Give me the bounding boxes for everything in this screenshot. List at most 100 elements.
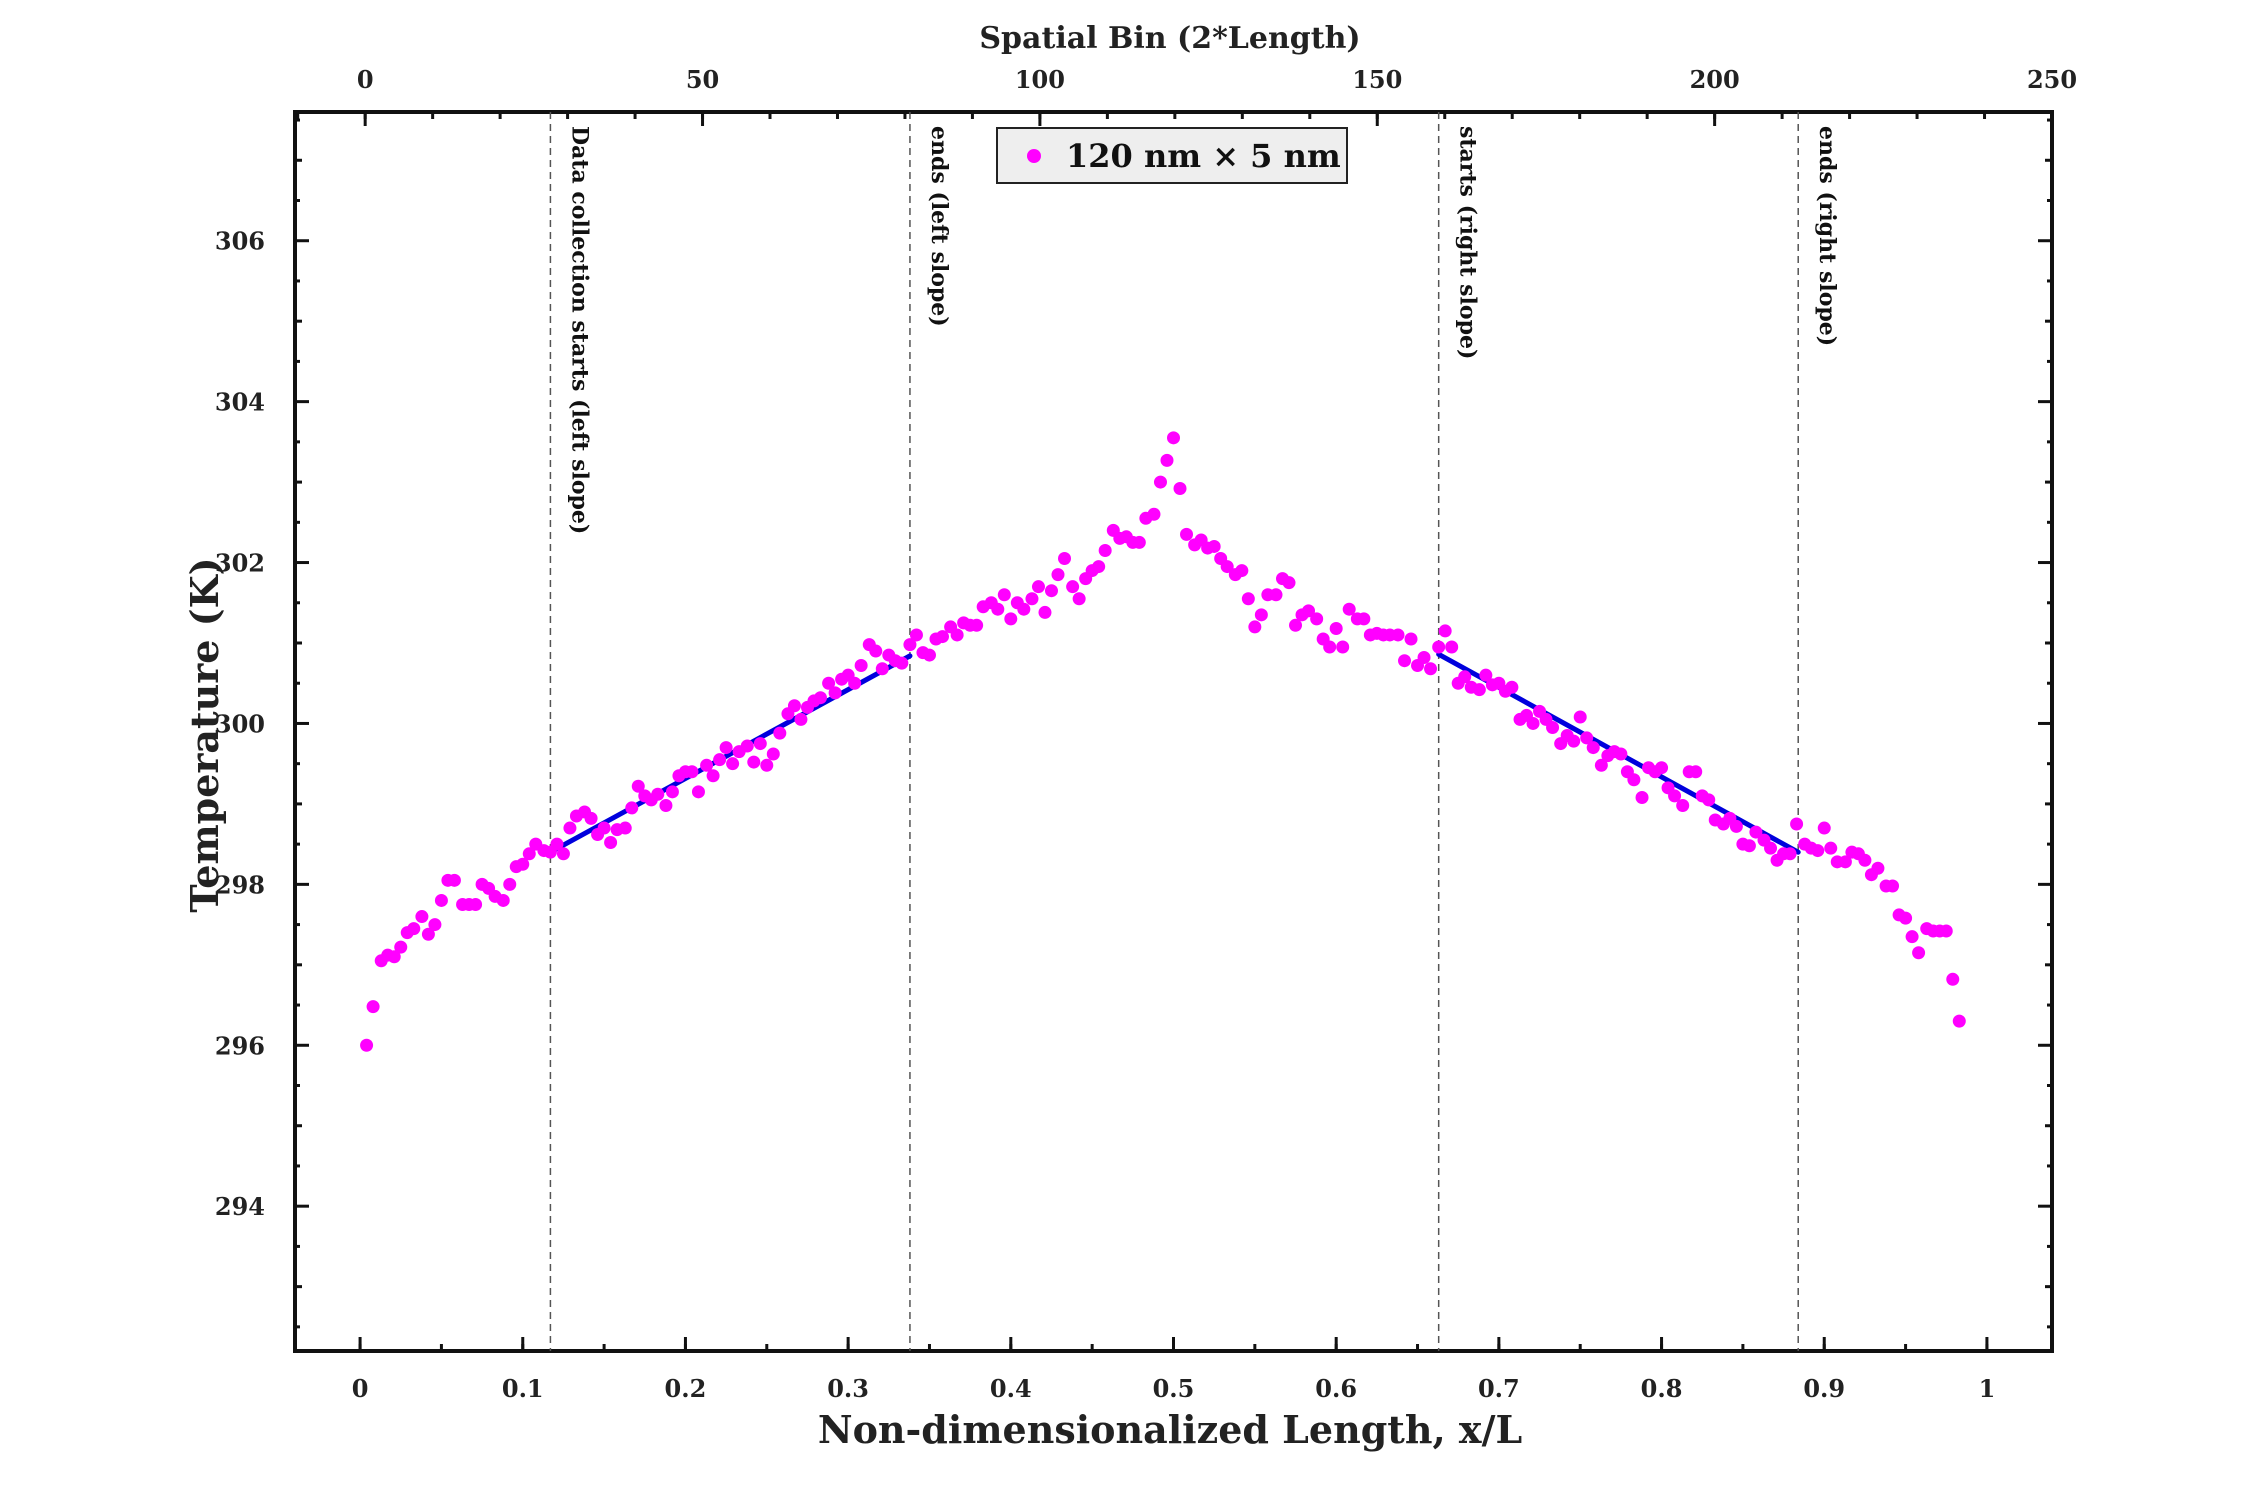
- data-point: [1282, 576, 1296, 590]
- data-point: [1336, 640, 1350, 654]
- data-point: [503, 877, 517, 891]
- data-point: [1472, 683, 1486, 697]
- data-point: [1573, 710, 1587, 724]
- axis-ticks: [295, 112, 2054, 1351]
- plot-frame: [293, 110, 2054, 1353]
- data-point: [394, 940, 408, 954]
- data-point: [1066, 580, 1080, 594]
- vline-label-3: starts (right slope): [1455, 126, 1481, 359]
- data-point: [1505, 680, 1519, 694]
- top-x-tick-label: 200: [1690, 65, 1740, 94]
- data-point: [1458, 670, 1472, 684]
- data-point: [922, 648, 936, 662]
- data-point: [407, 922, 421, 936]
- data-point: [597, 821, 611, 835]
- data-point: [1586, 741, 1600, 755]
- data-point: [428, 918, 442, 932]
- data-point: [1323, 640, 1337, 654]
- vertical-reference-lines: [549, 112, 1799, 1351]
- data-point: [760, 758, 774, 772]
- data-point: [1702, 793, 1716, 807]
- data-point: [1289, 618, 1303, 632]
- data-point: [869, 644, 883, 658]
- x-tick-label: 1: [1979, 1374, 1996, 1403]
- data-point: [1899, 911, 1913, 925]
- top-x-tick-label: 50: [686, 65, 719, 94]
- data-point: [1783, 847, 1797, 861]
- x-tick-label: 0.8: [1641, 1374, 1683, 1403]
- data-point: [1004, 612, 1018, 626]
- data-point: [1173, 482, 1187, 496]
- y-tick-label: 298: [215, 870, 265, 899]
- data-point: [1031, 580, 1045, 594]
- data-point: [1676, 799, 1690, 813]
- data-point: [747, 755, 761, 769]
- data-point: [1180, 527, 1194, 541]
- data-point: [895, 656, 909, 670]
- top-x-tick-label: 100: [1015, 65, 1065, 94]
- data-point: [1025, 592, 1039, 606]
- top-x-tick-label: 250: [2027, 65, 2077, 94]
- data-point: [387, 950, 401, 964]
- data-point: [848, 676, 862, 690]
- data-point: [1567, 734, 1581, 748]
- data-point: [618, 821, 632, 835]
- data-point: [997, 588, 1011, 602]
- reference-line-labels: Data collection starts (left slope) ends…: [566, 126, 1840, 534]
- data-point: [1905, 930, 1919, 944]
- data-point: [1235, 564, 1249, 578]
- data-point: [787, 699, 801, 713]
- data-point: [1248, 620, 1262, 634]
- data-point: [822, 676, 836, 690]
- x-tick-label: 0.1: [502, 1374, 544, 1403]
- data-point: [1594, 758, 1608, 772]
- data-point: [685, 765, 699, 779]
- data-point: [753, 737, 767, 751]
- data-point: [584, 811, 598, 825]
- data-point: [854, 659, 868, 673]
- data-point: [496, 893, 510, 907]
- data-point: [1479, 668, 1493, 682]
- data-point: [903, 638, 917, 652]
- x-tick-label: 0.5: [1153, 1374, 1195, 1403]
- data-point: [1147, 507, 1161, 521]
- data-point: [659, 799, 673, 813]
- data-point: [1546, 720, 1560, 734]
- data-point: [563, 821, 577, 835]
- data-point: [556, 847, 570, 861]
- data-point: [1811, 844, 1825, 858]
- data-point: [1017, 602, 1031, 616]
- data-point: [1764, 841, 1778, 855]
- data-point: [447, 873, 461, 887]
- data-point: [1254, 608, 1268, 622]
- legend: 120 nm × 5 nm: [996, 127, 1348, 184]
- data-point: [625, 801, 639, 815]
- x-tick-label: 0.3: [827, 1374, 869, 1403]
- data-points: [360, 431, 1966, 1052]
- data-point: [651, 787, 665, 801]
- top-x-tick-label: 150: [1352, 65, 1402, 94]
- y-tick-label: 300: [215, 709, 265, 738]
- data-point: [1058, 552, 1072, 566]
- data-point: [1614, 747, 1628, 761]
- data-point: [719, 741, 733, 755]
- data-point: [415, 910, 429, 924]
- vline-label-1: Data collection starts (left slope): [566, 126, 592, 534]
- vline-label-4: ends (right slope): [1814, 126, 1840, 346]
- data-point: [1729, 819, 1743, 833]
- x-tick-labels: 0 0.1 0.2 0.3 0.4 0.5 0.6 0.7 0.8 0.9 1: [352, 1374, 1996, 1403]
- data-point: [766, 747, 780, 761]
- data-point: [1838, 855, 1852, 869]
- x-tick-label: 0.7: [1478, 1374, 1520, 1403]
- data-point: [935, 630, 949, 644]
- data-point: [1404, 632, 1418, 646]
- data-point: [691, 785, 705, 799]
- data-point: [1445, 640, 1459, 654]
- data-point: [631, 779, 645, 793]
- x-tick-label: 0.9: [1803, 1374, 1845, 1403]
- data-point: [1391, 628, 1405, 642]
- data-point: [828, 686, 842, 700]
- data-point: [1207, 539, 1221, 553]
- legend-box: [996, 127, 1348, 184]
- data-point: [991, 602, 1005, 616]
